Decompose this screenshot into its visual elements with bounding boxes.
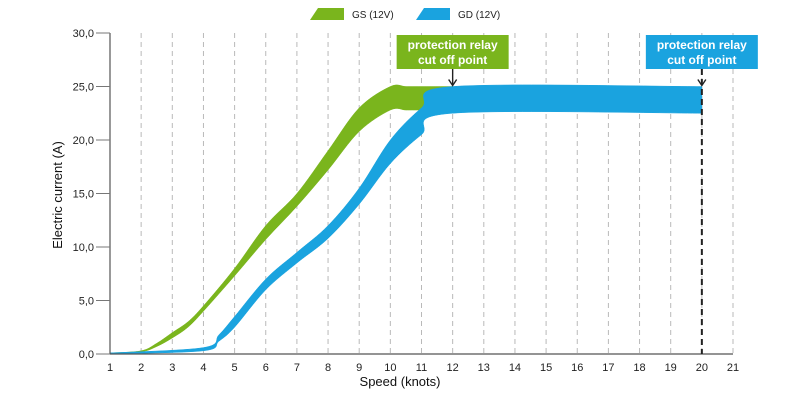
- x-tick-label-13: 13: [478, 362, 490, 374]
- y-tick-label-25,0: 25,0: [73, 82, 94, 94]
- callout-text-line1-1: protection relay: [408, 38, 498, 52]
- x-tick-label-18: 18: [633, 362, 645, 374]
- callout-box-1: [396, 35, 509, 69]
- x-tick-label-6: 6: [263, 362, 269, 374]
- legend-swatch-1: [310, 8, 344, 20]
- x-tick-label-16: 16: [571, 362, 583, 374]
- callout-arrow-head-2: [697, 79, 707, 87]
- x-tick-label-17: 17: [602, 362, 614, 374]
- x-tick-label-9: 9: [356, 362, 362, 374]
- y-tick-label-20,0: 20,0: [73, 135, 94, 147]
- x-tick-label-10: 10: [384, 362, 396, 374]
- x-tick-label-15: 15: [540, 362, 552, 374]
- callout-text-line2-1: cut off point: [418, 53, 487, 67]
- y-tick-label-10,0: 10,0: [73, 242, 94, 254]
- x-tick-label-14: 14: [509, 362, 521, 374]
- x-tick-label-21: 21: [727, 362, 739, 374]
- legend-label-1: GS (12V): [352, 10, 394, 21]
- callout-text-line1-2: protection relay: [657, 38, 747, 52]
- callout-box-2: [645, 35, 758, 69]
- legend-swatch-2: [416, 8, 450, 20]
- y-tick-label-0,0: 0,0: [79, 349, 94, 361]
- vertical-grid-lines: [140, 33, 734, 354]
- x-tick-label-19: 19: [665, 362, 677, 374]
- x-tick-label-7: 7: [294, 362, 300, 374]
- x-tick-label-3: 3: [169, 362, 175, 374]
- y-tick-label-30,0: 30,0: [73, 28, 94, 40]
- x-tick-label-1: 1: [107, 362, 113, 374]
- series-band-gs: [109, 84, 453, 355]
- callout-arrow-head-1: [448, 79, 458, 87]
- callout-text-line2-2: cut off point: [667, 53, 736, 67]
- series-bands: [109, 84, 703, 355]
- x-tick-label-12: 12: [447, 362, 459, 374]
- x-axis-label: Speed (knots): [360, 374, 441, 389]
- y-tick-labels: 0,0 5,0 10,0 15,0 20,0 25,0 30,0: [73, 28, 110, 361]
- legend-label-2: GD (12V): [458, 10, 500, 21]
- legend: GS (12V) GD (12V): [310, 8, 500, 21]
- x-tick-label-8: 8: [325, 362, 331, 374]
- x-tick-label-5: 5: [232, 362, 238, 374]
- x-tick-label-11: 11: [416, 362, 427, 374]
- x-tick-label-2: 2: [138, 362, 144, 374]
- y-tick-label-5,0: 5,0: [79, 296, 94, 308]
- x-tick-label-4: 4: [200, 362, 206, 374]
- y-tick-label-15,0: 15,0: [73, 189, 94, 201]
- y-axis-label: Electric current (A): [50, 141, 65, 249]
- x-tick-label-20: 20: [696, 362, 708, 374]
- x-tick-labels: 1 2 3 4 5 6 7 8 9 10 11 12 13 14 15 16 17 18 19 20 21: [107, 362, 739, 374]
